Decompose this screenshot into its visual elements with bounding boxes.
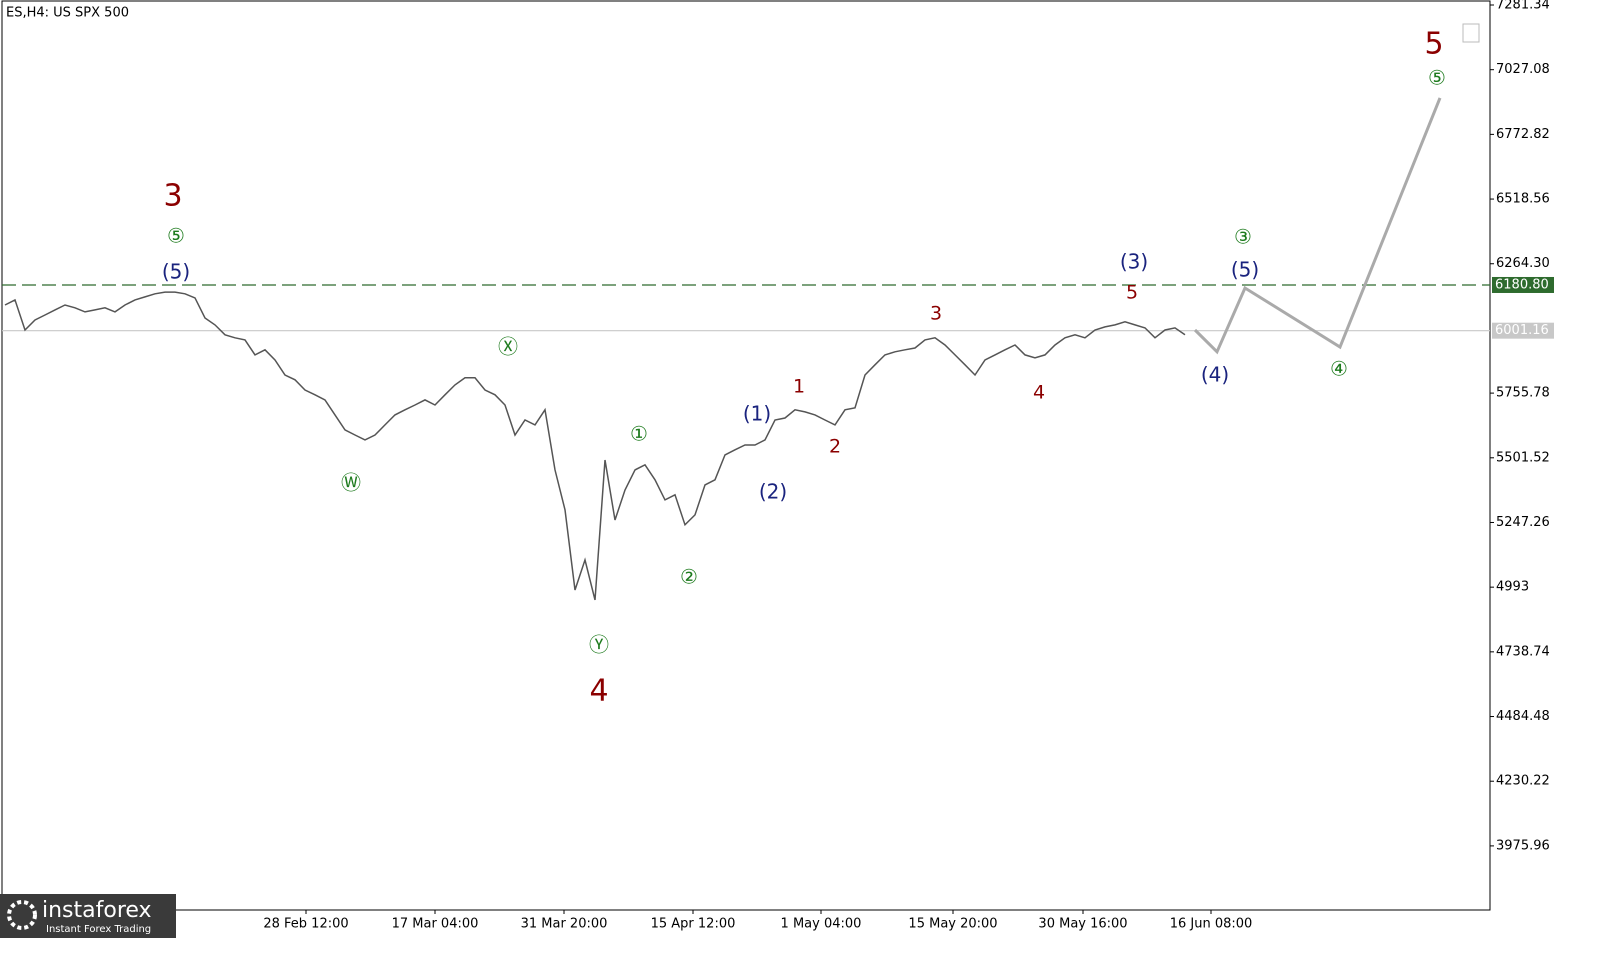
y-tick-label: 6518.56 (1496, 192, 1550, 207)
x-tick-label: 30 May 16:00 (1038, 917, 1127, 932)
price-level-tag (1492, 322, 1554, 339)
y-tick-label: 4993 (1496, 580, 1529, 595)
wave-label: Ⓧ (498, 335, 518, 359)
wave-label: 3 (930, 302, 942, 324)
wave-label: Ⓨ (589, 632, 609, 656)
wave-label: (3) (1120, 250, 1148, 274)
y-tick-label: 4484.48 (1496, 709, 1550, 724)
wave-label: 5 (1424, 27, 1443, 62)
x-tick-label: 31 Mar 20:00 (521, 917, 608, 932)
wave-label: (4) (1201, 363, 1229, 387)
forecast-line (1193, 97, 1442, 355)
wave-label: 2 (829, 435, 841, 457)
wave-label: 3 (163, 178, 182, 213)
x-tick-label: 17 Mar 04:00 (392, 917, 479, 932)
y-tick-label: 6772.82 (1496, 127, 1550, 142)
wave-label: (5) (162, 259, 190, 283)
template-icon (1462, 23, 1480, 43)
wave-label: ④ (1330, 356, 1348, 380)
logo-tagline: Instant Forex Trading (46, 924, 151, 935)
wave-label: (1) (743, 401, 771, 425)
wave-label: 4 (1033, 381, 1045, 403)
wave-label: ⑤ (167, 223, 185, 247)
wave-label: ① (630, 422, 648, 446)
wave-label: ② (680, 565, 698, 589)
wave-label: (2) (759, 479, 787, 503)
x-tick-label: 16 Jun 08:00 (1170, 917, 1253, 932)
x-tick-label: 28 Feb 12:00 (263, 917, 348, 932)
chart-title: ES,H4: US SPX 500 (6, 6, 129, 21)
wave-label: Ⓦ (341, 470, 361, 494)
wave-label: 4 (589, 673, 608, 708)
wave-label: 5 (1126, 281, 1138, 303)
price-line (4, 291, 1186, 601)
y-tick-label: 4738.74 (1496, 644, 1550, 659)
logo-name: instaforex (42, 898, 152, 923)
x-tick-label: 1 May 04:00 (781, 917, 862, 932)
y-tick-label: 7027.08 (1496, 62, 1550, 77)
y-tick-label: 5247.26 (1496, 515, 1550, 530)
wave-label: (5) (1231, 257, 1259, 281)
logo-bg (0, 894, 176, 938)
plot-frame (1, 0, 1491, 911)
wave-label: ⑤ (1428, 65, 1446, 89)
logo: instaforex Instant Forex Trading (0, 894, 176, 938)
price-level-tag (1492, 276, 1554, 293)
price-level-label: 6001.16 (1495, 323, 1549, 338)
y-tick-label: 7281.34 (1496, 0, 1550, 13)
y-tick-label: 6264.30 (1496, 256, 1550, 271)
y-tick-label: 3975.96 (1496, 838, 1550, 853)
x-tick-label: 15 May 20:00 (908, 917, 997, 932)
y-tick-label: 4230.22 (1496, 774, 1550, 789)
wave-label: ③ (1234, 224, 1252, 248)
y-tick-label: 5501.52 (1496, 450, 1550, 465)
wave-label: 1 (793, 375, 805, 397)
y-tick-label: 5755.78 (1496, 386, 1550, 401)
x-tick-label: 15 Apr 12:00 (651, 917, 736, 932)
logo-icon (7, 900, 37, 930)
price-level-label: 6180.80 (1495, 277, 1549, 292)
